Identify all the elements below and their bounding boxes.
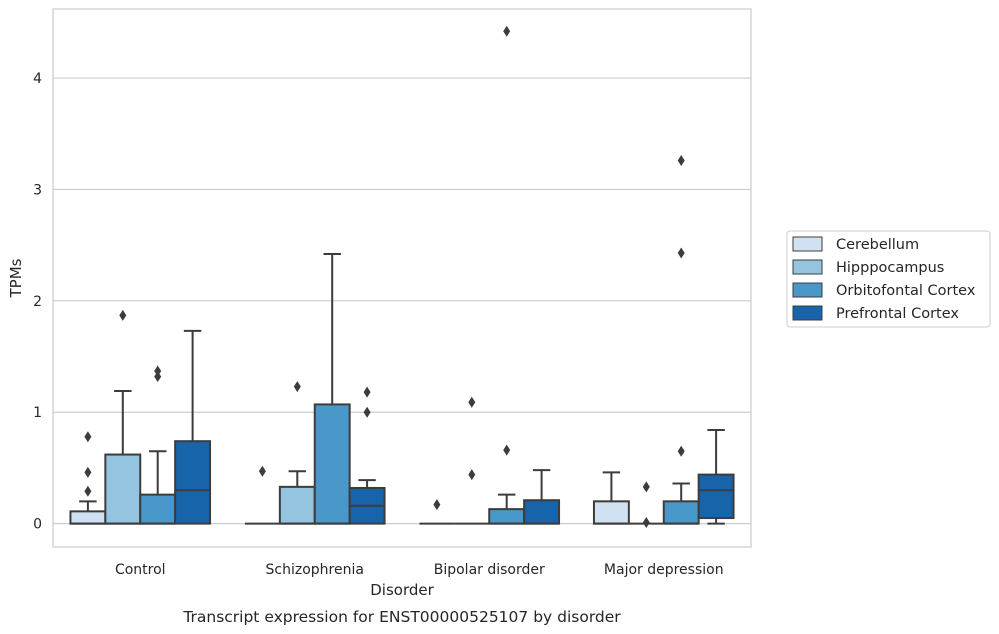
- legend-swatch: [792, 282, 823, 298]
- outlier-point: [258, 465, 266, 477]
- box-group: [419, 499, 455, 525]
- box: [697, 473, 735, 520]
- x-tick-labels: Control Schizophrenia Bipolar disorder Majo…: [115, 562, 724, 578]
- outlier-point: [154, 365, 162, 377]
- box: [139, 493, 177, 525]
- box: [278, 485, 316, 525]
- outlier-point: [154, 371, 162, 383]
- y-tick-label: 4: [33, 71, 42, 87]
- plot-area-frame: [52, 8, 752, 548]
- outlier-point: [677, 445, 685, 457]
- y-tick-labels: 0 1 2 3 4: [33, 71, 42, 533]
- y-tick-label: 2: [33, 294, 42, 310]
- box-group: [592, 471, 630, 525]
- box-group: [523, 469, 561, 525]
- box: [174, 440, 212, 525]
- box: [69, 510, 107, 525]
- box: [313, 403, 351, 525]
- outlier-point: [84, 431, 92, 443]
- outlier-point: [503, 444, 511, 456]
- outlier-point: [503, 25, 511, 37]
- box-group: [697, 429, 735, 525]
- box-group: [628, 481, 664, 528]
- outlier-point: [363, 386, 371, 398]
- box: [104, 453, 142, 525]
- outlier-point: [468, 396, 476, 408]
- box-groups: [69, 25, 735, 528]
- box: [592, 500, 630, 525]
- box-group: [348, 386, 386, 525]
- x-tick-label: Bipolar disorder: [434, 562, 545, 578]
- outlier-point: [363, 406, 371, 418]
- outlier-point: [293, 381, 301, 393]
- box-group: [454, 396, 490, 525]
- outlier-point: [642, 516, 650, 528]
- legend-label: Orbitofontal Cortex: [836, 283, 976, 299]
- box-group: [174, 329, 212, 525]
- legend-label: Cerebellum: [836, 237, 919, 253]
- box-group: [104, 309, 142, 525]
- legend-swatch: [792, 259, 823, 275]
- x-tick-label: Control: [115, 562, 166, 578]
- box-group: [488, 25, 526, 525]
- box-group: [313, 253, 351, 525]
- box: [488, 508, 526, 525]
- legend: Cerebellum Hipppocampus Orbitofontal Corte…: [786, 230, 991, 328]
- outlier-point: [119, 309, 127, 321]
- legend-swatch: [792, 305, 823, 321]
- y-tick-label: 1: [33, 405, 42, 421]
- x-tick-label: Major depression: [604, 562, 724, 578]
- box: [662, 500, 700, 525]
- x-axis-label: Disorder: [370, 581, 434, 599]
- outlier-point: [642, 481, 650, 493]
- box-group: [244, 465, 280, 525]
- outlier-point: [84, 485, 92, 497]
- y-axis-label: TPMs: [7, 258, 25, 298]
- box-group: [69, 431, 107, 525]
- legend-label: Prefrontal Cortex: [836, 306, 959, 322]
- x-tick-label: Schizophrenia: [266, 562, 364, 578]
- legend-swatch: [792, 236, 823, 252]
- outlier-point: [468, 469, 476, 481]
- y-tick-label: 0: [33, 517, 42, 533]
- outlier-point: [433, 499, 441, 511]
- outlier-point: [84, 466, 92, 478]
- legend-frame: [786, 230, 991, 328]
- legend-label: Hipppocampus: [836, 260, 944, 276]
- box: [523, 499, 561, 525]
- box-group: [139, 365, 177, 525]
- y-tick-label: 3: [33, 182, 42, 198]
- outlier-point: [677, 154, 685, 166]
- box-group: [662, 154, 700, 525]
- box-group: [278, 381, 316, 525]
- chart-caption: Transcript expression for ENST0000052510…: [182, 608, 621, 626]
- outlier-point: [677, 247, 685, 259]
